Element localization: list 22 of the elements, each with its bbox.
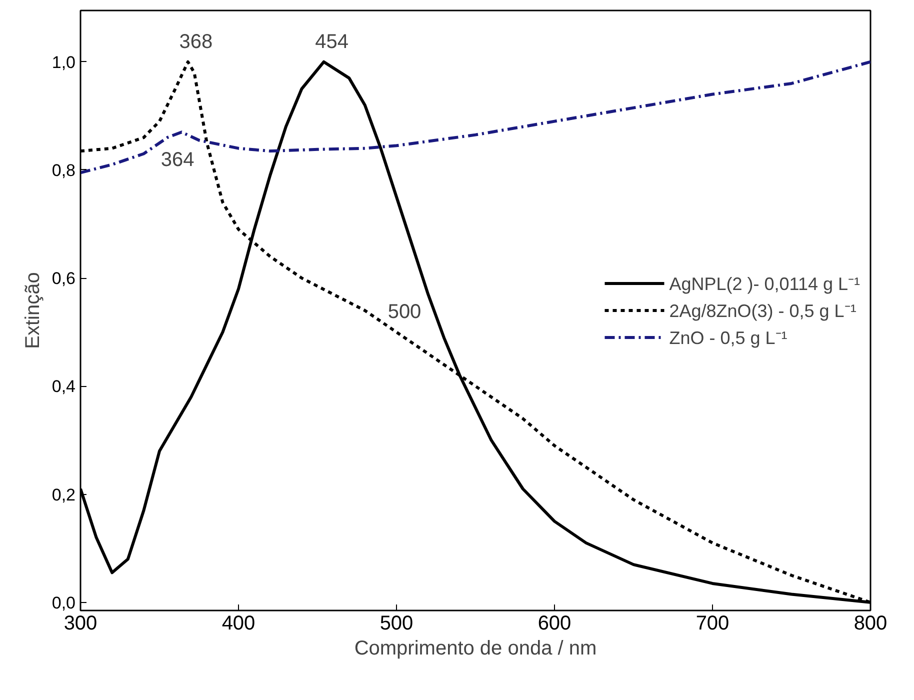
legend-label: 2Ag/8ZnO(3) - 0,5 g L⁻¹	[669, 300, 856, 322]
x-tick-label: 400	[222, 612, 256, 634]
annotation: 500	[388, 301, 422, 324]
annotation: 368	[179, 30, 213, 53]
y-tick-label: 0,0	[52, 593, 76, 612]
y-tick-label: 0,8	[52, 160, 76, 180]
y-axis-title: Extinção	[22, 272, 44, 349]
x-tick-label: 300	[64, 612, 98, 634]
x-tick-label: 700	[696, 612, 730, 634]
y-tick-label: 0,2	[52, 485, 76, 504]
x-tick-label: 800	[854, 612, 888, 634]
legend-label: ZnO - 0,5 g L⁻¹	[669, 327, 788, 349]
annotation: 364	[160, 149, 194, 172]
line-series	[80, 60, 870, 174]
y-tick-label: 1,0	[52, 52, 76, 72]
y-tick-label: 0,6	[52, 269, 76, 288]
y-tick-label: 0,4	[52, 377, 76, 396]
annotation: 454	[315, 30, 349, 53]
x-tick-label: 500	[380, 612, 414, 634]
x-axis-title: Comprimento de onda / nm	[354, 638, 597, 660]
legend-label: AgNPL(2 )- 0,0114 g L⁻¹	[669, 273, 860, 295]
x-tick-label: 600	[538, 612, 572, 634]
